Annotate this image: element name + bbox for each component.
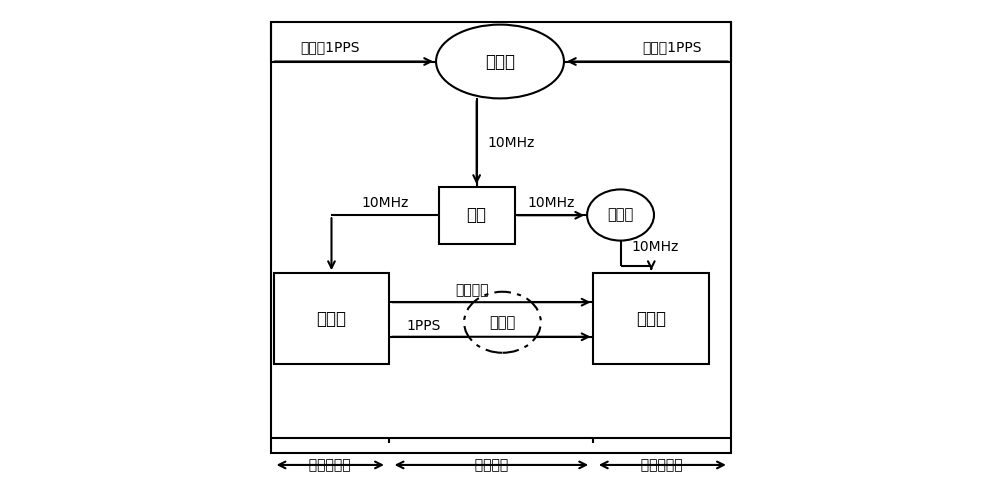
Text: 计数器: 计数器 — [485, 53, 515, 70]
Text: 示波器: 示波器 — [489, 315, 516, 330]
Text: 10MHz: 10MHz — [631, 240, 679, 254]
Text: —伪距参考值—: —伪距参考值— — [296, 458, 365, 472]
Text: 模拟器1PPS: 模拟器1PPS — [301, 40, 360, 54]
Ellipse shape — [436, 25, 564, 98]
Bar — [271, 22, 731, 453]
Ellipse shape — [587, 189, 654, 241]
Bar — [274, 273, 389, 364]
Text: 接收机: 接收机 — [636, 309, 666, 328]
Text: —发射时延—: —发射时延— — [461, 458, 522, 472]
Text: 接收机1PPS: 接收机1PPS — [642, 40, 702, 54]
Text: 导航信号: 导航信号 — [455, 283, 488, 297]
Text: 10MHz: 10MHz — [361, 196, 409, 210]
Text: 10MHz: 10MHz — [487, 136, 535, 150]
Text: 模拟器: 模拟器 — [316, 309, 346, 328]
Text: 10MHz: 10MHz — [527, 196, 575, 210]
Text: 1PPS: 1PPS — [407, 319, 441, 333]
Ellipse shape — [464, 292, 541, 353]
Text: —伪距测量值—: —伪距测量值— — [628, 458, 697, 472]
Bar — [438, 187, 515, 244]
Text: 铷钟: 铷钟 — [467, 206, 487, 224]
Text: 延迟器: 延迟器 — [607, 208, 634, 222]
Bar — [593, 273, 709, 364]
